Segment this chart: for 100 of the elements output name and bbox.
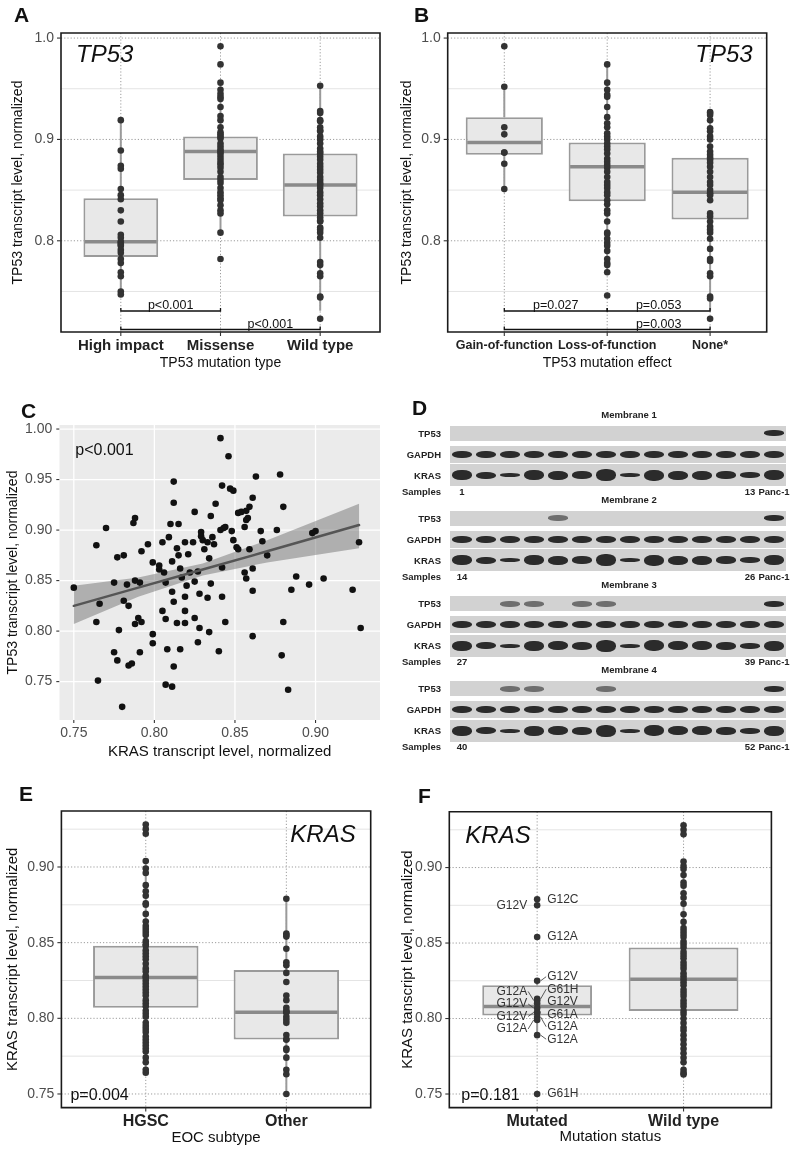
text: Panc-1 xyxy=(758,570,790,582)
data-label: G12C xyxy=(547,891,579,906)
text: 39 xyxy=(744,656,756,668)
annotation: p=0.053 xyxy=(635,297,682,312)
annotation: p=0.003 xyxy=(635,316,682,331)
y-tick-label: 1.0 xyxy=(421,28,441,45)
annotation: p<0.001 xyxy=(147,297,194,312)
text: 52 xyxy=(744,741,756,753)
x-axis-title: EOC subtype xyxy=(171,1127,261,1145)
category-label: GAPDH xyxy=(406,704,441,716)
y-tick-label: 0.80 xyxy=(25,621,53,638)
category-label: KRAS xyxy=(414,469,441,481)
y-tick-label: 0.90 xyxy=(27,857,55,874)
text: D xyxy=(412,396,428,420)
x-tick-label: Mutated xyxy=(506,1111,568,1129)
data-label: G61H xyxy=(547,1086,579,1101)
y-axis-title: TP53 transcript level, normalized xyxy=(9,80,26,285)
y-tick-label: 0.80 xyxy=(415,1009,443,1026)
data-label: G12V xyxy=(496,996,528,1011)
data-label: G61H xyxy=(547,981,579,996)
x-axis-title: TP53 mutation type xyxy=(159,353,282,370)
x-tick-label: Loss-of-function xyxy=(557,337,657,352)
data-label: G12A xyxy=(496,1021,528,1036)
x-tick-label: HGSC xyxy=(122,1111,170,1129)
data-label: G12A xyxy=(547,929,578,944)
y-tick-label: 0.80 xyxy=(27,1009,55,1026)
y-tick-label: 0.75 xyxy=(25,672,53,689)
data-label: G12A xyxy=(496,983,528,998)
text: Membrane 2 xyxy=(601,493,657,505)
y-tick-label: 0.8 xyxy=(421,231,441,248)
category-label: Samples xyxy=(401,485,441,497)
y-tick-label: 0.75 xyxy=(27,1084,55,1101)
x-axis-title: KRAS transcript level, normalized xyxy=(107,742,332,760)
data-label: G12V xyxy=(547,994,578,1009)
y-tick-label: 0.9 xyxy=(421,130,441,147)
data-label: G12V xyxy=(547,969,578,984)
x-tick-label: 0.75 xyxy=(60,724,88,741)
text: 1 xyxy=(459,485,465,497)
y-axis-title: KRAS transcript level, normalized xyxy=(3,847,21,1072)
category-label: GAPDH xyxy=(406,448,441,460)
x-axis-title: TP53 mutation effect xyxy=(542,353,672,370)
category-label: KRAS xyxy=(414,554,441,566)
text: Panc-1 xyxy=(758,485,790,497)
x-axis-title: Mutation status xyxy=(559,1126,662,1144)
text: 40 xyxy=(456,741,468,753)
chart-title: F xyxy=(418,784,431,808)
x-tick-label: High impact xyxy=(77,336,164,354)
text: 13 xyxy=(744,485,756,497)
data-label: G12V xyxy=(496,897,528,912)
y-tick-label: 0.90 xyxy=(25,520,53,537)
x-tick-label: None* xyxy=(692,337,729,352)
data-label: G12A xyxy=(547,1031,578,1046)
annotation: p<0.001 xyxy=(247,316,294,331)
x-tick-label: Wild type xyxy=(286,336,354,354)
annotation: KRAS xyxy=(465,820,531,848)
x-tick-label: Wild type xyxy=(648,1111,720,1129)
y-tick-label: 0.9 xyxy=(34,130,55,147)
annotation: p<0.001 xyxy=(75,440,134,458)
y-axis-title: TP53 transcript level, normalized xyxy=(3,470,20,675)
y-tick-label: 0.95 xyxy=(25,470,53,487)
text: Panc-1 xyxy=(758,656,790,668)
annotation: TP53 xyxy=(695,40,754,68)
x-tick-label: 0.85 xyxy=(221,724,249,741)
y-tick-label: 0.85 xyxy=(25,571,53,588)
annotation: TP53 xyxy=(76,40,135,68)
x-tick-label: 0.90 xyxy=(301,724,330,741)
category-label: KRAS xyxy=(414,640,441,652)
chart-title: E xyxy=(19,782,34,806)
y-tick-label: 0.90 xyxy=(415,858,443,875)
annotation: p=0.027 xyxy=(532,297,579,312)
y-tick-label: 1.0 xyxy=(34,28,55,45)
annotation: KRAS xyxy=(290,820,356,848)
category-label: TP53 xyxy=(418,512,441,524)
x-tick-label: Missense xyxy=(186,336,255,354)
data-label: G12A xyxy=(547,1019,578,1034)
annotation: p=0.004 xyxy=(70,1085,129,1103)
chart-title: B xyxy=(414,3,430,27)
category-label: GAPDH xyxy=(406,533,441,545)
y-axis-title: KRAS tanscript level, normalized xyxy=(398,850,416,1069)
category-label: TP53 xyxy=(418,683,441,695)
x-tick-label: Gain-of-function xyxy=(455,337,553,352)
data-label: G12V xyxy=(496,1008,528,1023)
text: 26 xyxy=(744,570,756,582)
y-tick-label: 0.85 xyxy=(27,933,55,950)
category-label: TP53 xyxy=(418,598,441,610)
category-label: Samples xyxy=(401,656,441,668)
category-label: GAPDH xyxy=(406,619,441,631)
category-label: Samples xyxy=(401,741,441,753)
text: Panc-1 xyxy=(758,741,790,753)
x-tick-label: Other xyxy=(265,1111,308,1129)
text: 27 xyxy=(456,656,468,668)
annotation: p=0.181 xyxy=(461,1085,520,1103)
y-tick-label: 0.8 xyxy=(34,231,55,248)
x-tick-label: 0.80 xyxy=(140,724,169,741)
chart-title: A xyxy=(14,3,30,27)
category-label: KRAS xyxy=(414,725,441,737)
category-label: TP53 xyxy=(418,427,441,439)
text: Membrane 1 xyxy=(601,408,657,420)
text: Membrane 4 xyxy=(601,664,657,676)
category-label: Samples xyxy=(401,570,441,582)
